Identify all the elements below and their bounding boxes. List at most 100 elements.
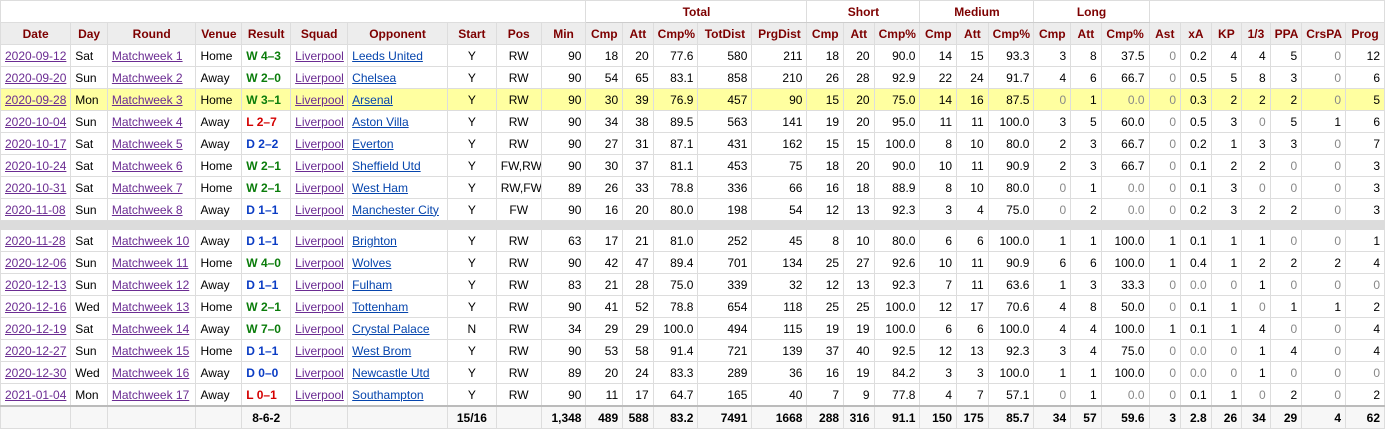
column-header[interactable]: xA: [1180, 22, 1212, 45]
column-header[interactable]: Min: [540, 22, 587, 45]
round-link[interactable]: Matchweek 13: [111, 299, 190, 314]
table-row[interactable]: 2020-10-24 Sat Matchweek 6 Home W 2–1 Liverpo…: [0, 154, 1385, 177]
opponent-link[interactable]: West Ham: [352, 180, 408, 195]
squad-link[interactable]: Liverpool: [295, 277, 344, 292]
date-link[interactable]: 2020-12-16: [5, 299, 67, 314]
opponent-link[interactable]: Wolves: [352, 255, 392, 270]
opponent-link[interactable]: West Brom: [352, 343, 412, 358]
table-row[interactable]: 2020-11-28 Sat Matchweek 10 Away D 1–1 Liverp…: [0, 229, 1385, 252]
round-link[interactable]: Matchweek 12: [111, 277, 190, 292]
opponent-link[interactable]: Aston Villa: [352, 114, 409, 129]
column-header[interactable]: Cmp: [1033, 22, 1072, 45]
round-link[interactable]: Matchweek 6: [111, 158, 183, 173]
column-header[interactable]: Date: [0, 22, 72, 45]
round-link[interactable]: Matchweek 11: [111, 255, 189, 270]
squad-link[interactable]: Liverpool: [295, 233, 344, 248]
date-link[interactable]: 2020-11-28: [5, 233, 66, 248]
date-link[interactable]: 2020-10-31: [5, 180, 67, 195]
table-row[interactable]: 2020-09-20 Sun Matchweek 2 Away W 2–0 Liverpo…: [0, 66, 1385, 89]
table-row[interactable]: 2020-12-16 Wed Matchweek 13 Home W 2–1 Liverp…: [0, 295, 1385, 318]
round-link[interactable]: Matchweek 15: [111, 343, 190, 358]
column-header[interactable]: Cmp%: [652, 22, 699, 45]
column-header[interactable]: KP: [1210, 22, 1243, 45]
column-header[interactable]: Squad: [290, 22, 349, 45]
squad-link[interactable]: Liverpool: [295, 321, 344, 336]
squad-link[interactable]: Liverpool: [295, 136, 344, 151]
squad-link[interactable]: Liverpool: [295, 343, 344, 358]
table-row[interactable]: 2020-09-12 Sat Matchweek 1 Home W 4–3 Liverpo…: [0, 44, 1385, 67]
column-header[interactable]: Cmp%: [987, 22, 1035, 45]
column-header[interactable]: Start: [446, 22, 497, 45]
date-link[interactable]: 2020-10-04: [5, 114, 67, 129]
opponent-link[interactable]: Tottenham: [352, 299, 409, 314]
date-link[interactable]: 2020-09-12: [5, 48, 67, 63]
squad-link[interactable]: Liverpool: [295, 255, 344, 270]
date-link[interactable]: 2021-01-04: [5, 387, 67, 402]
opponent-link[interactable]: Manchester City: [352, 202, 439, 217]
table-row[interactable]: 2020-09-28 Mon Matchweek 3 Home W 3–1 Liverpo…: [0, 88, 1385, 111]
date-link[interactable]: 2020-12-19: [5, 321, 67, 336]
squad-link[interactable]: Liverpool: [295, 70, 344, 85]
table-row[interactable]: 2020-12-06 Sun Matchweek 11 Home W 4–0 Liverp…: [0, 251, 1385, 274]
column-header[interactable]: CrsPA: [1301, 22, 1346, 45]
round-link[interactable]: Matchweek 5: [111, 136, 183, 151]
squad-link[interactable]: Liverpool: [295, 158, 344, 173]
opponent-link[interactable]: Newcastle Utd: [352, 365, 430, 380]
date-link[interactable]: 2020-09-20: [5, 70, 67, 85]
round-link[interactable]: Matchweek 10: [111, 233, 190, 248]
squad-link[interactable]: Liverpool: [295, 365, 344, 380]
column-header[interactable]: Pos: [495, 22, 542, 45]
opponent-link[interactable]: Brighton: [352, 233, 397, 248]
column-header[interactable]: Att: [1070, 22, 1102, 45]
squad-link[interactable]: Liverpool: [295, 387, 344, 402]
squad-link[interactable]: Liverpool: [295, 48, 344, 63]
column-header[interactable]: Cmp%: [1100, 22, 1150, 45]
squad-link[interactable]: Liverpool: [295, 202, 344, 217]
date-link[interactable]: 2020-11-08: [5, 202, 66, 217]
squad-link[interactable]: Liverpool: [295, 180, 344, 195]
column-header[interactable]: TotDist: [697, 22, 753, 45]
column-header[interactable]: Att: [622, 22, 654, 45]
table-row[interactable]: 2020-12-27 Sun Matchweek 15 Home D 1–1 Liverp…: [0, 339, 1385, 362]
date-link[interactable]: 2020-12-30: [5, 365, 67, 380]
column-header[interactable]: Att: [843, 22, 875, 45]
opponent-link[interactable]: Leeds United: [352, 48, 423, 63]
table-row[interactable]: 2021-01-04 Mon Matchweek 17 Away L 0–1 Liverp…: [0, 383, 1385, 407]
table-row[interactable]: 2020-12-13 Sun Matchweek 12 Away D 1–1 Liverp…: [0, 273, 1385, 296]
column-header[interactable]: Opponent: [347, 22, 448, 45]
opponent-link[interactable]: Sheffield Utd: [352, 158, 421, 173]
column-header[interactable]: Prog: [1345, 22, 1385, 45]
opponent-link[interactable]: Southampton: [352, 387, 424, 402]
round-link[interactable]: Matchweek 3: [111, 92, 183, 107]
column-header[interactable]: Att: [956, 22, 989, 45]
round-link[interactable]: Matchweek 8: [111, 202, 183, 217]
column-header[interactable]: Cmp: [919, 22, 958, 45]
table-row[interactable]: 2020-10-17 Sat Matchweek 5 Away D 2–2 Liverpo…: [0, 132, 1385, 155]
date-link[interactable]: 2020-10-24: [5, 158, 67, 173]
column-header[interactable]: Venue: [195, 22, 243, 45]
round-link[interactable]: Matchweek 17: [111, 387, 190, 402]
column-header[interactable]: Cmp: [585, 22, 624, 45]
squad-link[interactable]: Liverpool: [295, 114, 344, 129]
date-link[interactable]: 2020-09-28: [5, 92, 67, 107]
column-header[interactable]: Ast: [1148, 22, 1182, 45]
date-link[interactable]: 2020-12-06: [5, 255, 67, 270]
column-header[interactable]: 1/3: [1241, 22, 1271, 45]
opponent-link[interactable]: Crystal Palace: [352, 321, 430, 336]
column-header[interactable]: Result: [241, 22, 292, 45]
opponent-link[interactable]: Chelsea: [352, 70, 397, 85]
date-link[interactable]: 2020-10-17: [5, 136, 67, 151]
opponent-link[interactable]: Arsenal: [352, 92, 393, 107]
column-header[interactable]: Cmp: [806, 22, 845, 45]
column-header[interactable]: Day: [70, 22, 108, 45]
round-link[interactable]: Matchweek 14: [111, 321, 190, 336]
table-row[interactable]: 2020-10-31 Sat Matchweek 7 Home W 2–1 Liverpo…: [0, 176, 1385, 199]
column-header[interactable]: PPA: [1269, 22, 1303, 45]
squad-link[interactable]: Liverpool: [295, 299, 344, 314]
column-header[interactable]: PrgDist: [751, 22, 808, 45]
round-link[interactable]: Matchweek 7: [111, 180, 183, 195]
table-row[interactable]: 2020-11-08 Sun Matchweek 8 Away D 1–1 Liverpo…: [0, 198, 1385, 221]
round-link[interactable]: Matchweek 2: [111, 70, 183, 85]
table-row[interactable]: 2020-12-19 Sat Matchweek 14 Away W 7–0 Liverp…: [0, 317, 1385, 340]
column-header[interactable]: Cmp%: [873, 22, 921, 45]
